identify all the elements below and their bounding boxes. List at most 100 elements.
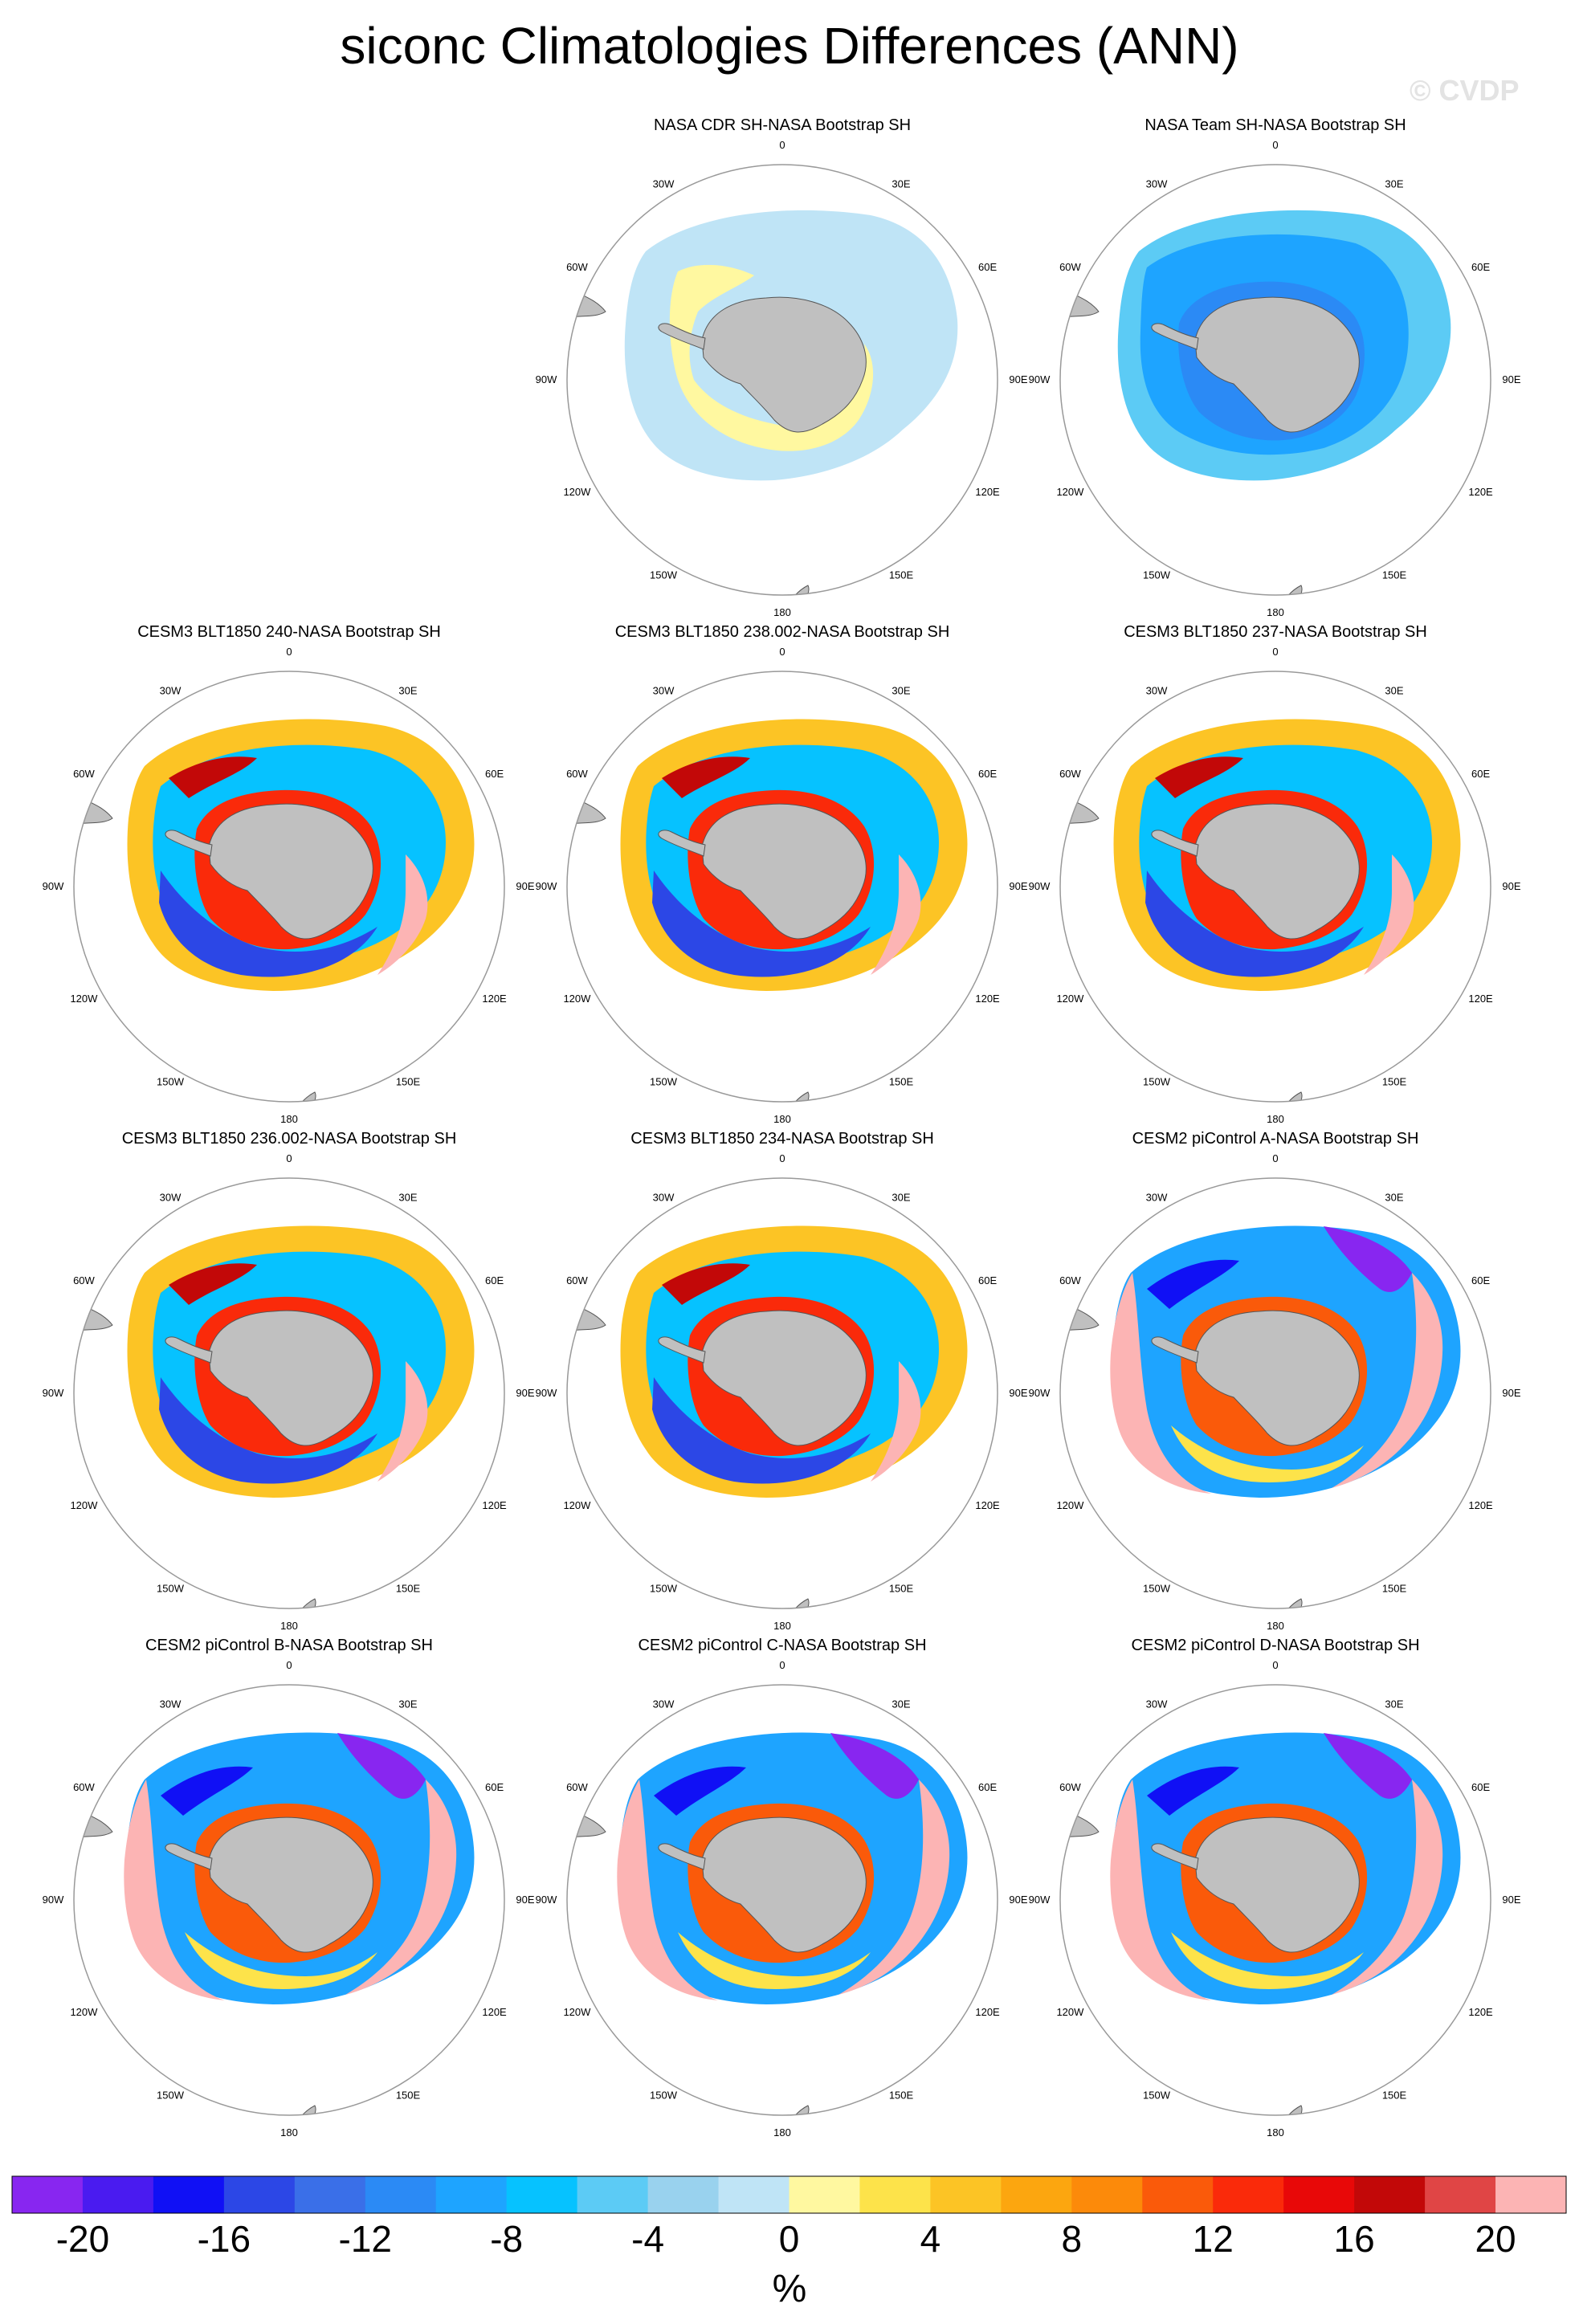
longitude-label: 60W: [73, 1274, 95, 1286]
longitude-label: 90W: [43, 1387, 64, 1399]
longitude-label: 60W: [566, 1274, 588, 1286]
longitude-label: 60E: [1471, 1274, 1490, 1286]
longitude-label: 120E: [1468, 1499, 1493, 1511]
longitude-label: 90E: [516, 880, 534, 892]
south-america-land: [567, 780, 606, 825]
longitude-label: 0: [1272, 646, 1278, 658]
longitude-label: 60W: [566, 1781, 588, 1793]
longitude-label: 150W: [650, 569, 678, 581]
tasmania-land: [1443, 1600, 1453, 1608]
ice-anomaly-zone: [169, 756, 257, 798]
longitude-label: 60E: [485, 1274, 504, 1286]
longitude-label: 60W: [1059, 261, 1081, 273]
colorbar-swatch: [82, 2176, 154, 2213]
longitude-label: 150W: [650, 1583, 678, 1595]
longitude-label: 60E: [1471, 261, 1490, 273]
longitude-label: 120E: [482, 1499, 507, 1511]
map-boundary: [73, 1684, 505, 2116]
longitude-label: 30W: [1146, 1698, 1168, 1710]
colorbar-swatch: [294, 2176, 366, 2213]
longitude-label: 30W: [653, 177, 675, 190]
longitude-label: 90W: [1029, 373, 1051, 385]
longitude-label: 60E: [978, 768, 997, 780]
colorbar-swatch: [1071, 2176, 1143, 2213]
polar-map: 0 30E 60E 90E 120E 150E 180 150W 120W 90W 60W 30W: [536, 139, 1028, 618]
colorbar-swatch: [789, 2176, 860, 2213]
south-america-land: [1060, 273, 1100, 318]
antarctic-peninsula: [165, 1336, 213, 1364]
antarctic-peninsula: [658, 830, 706, 857]
colorbar-swatch: [1142, 2176, 1214, 2213]
tasmania-land: [457, 1600, 467, 1608]
south-america-land: [74, 1286, 113, 1331]
longitude-label: 60W: [566, 261, 588, 273]
antarctica-landmass: [208, 803, 373, 940]
ice-anomaly-zone: [652, 870, 871, 977]
longitude-label: 90W: [536, 373, 557, 385]
antarctic-peninsula: [165, 830, 213, 857]
longitude-label: 60E: [1471, 1781, 1490, 1793]
map-panel: NASA CDR SH-NASA Bootstrap SH 0 30E 60E 90E 1…: [533, 116, 1031, 618]
colorbar-tick-label: 16: [1334, 2218, 1375, 2260]
longitude-label: 180: [773, 1620, 791, 1632]
longitude-label: 150E: [889, 2090, 914, 2102]
colorbar-swatch: [365, 2176, 437, 2213]
colorbar-swatch: [1354, 2176, 1426, 2213]
longitude-label: 30E: [892, 684, 910, 696]
map-boundary: [566, 671, 998, 1103]
longitude-label: 150E: [1382, 1076, 1407, 1088]
longitude-label: 0: [286, 1152, 292, 1164]
colorbar-swatch: [647, 2176, 720, 2213]
map-content: [1060, 719, 1461, 1102]
colorbar-tick-label: -8: [490, 2218, 523, 2260]
map-panel: NASA Team SH-NASA Bootstrap SH 0 30E 60E 90E…: [1026, 116, 1524, 618]
longitude-label: 150E: [396, 2090, 421, 2102]
polar-map: 0 30E 60E 90E 120E 150E 180 150W 120W 90W 60W 30W: [43, 646, 535, 1125]
colorbar-swatch: [577, 2176, 649, 2213]
longitude-label: 120E: [975, 993, 1000, 1005]
ice-anomaly-zone: [1364, 854, 1414, 975]
longitude-label: 150W: [1143, 569, 1171, 581]
longitude-label: 120W: [1056, 993, 1084, 1005]
longitude-label: 120E: [482, 993, 507, 1005]
south-america-land: [567, 273, 606, 318]
antarctica-landmass: [701, 1816, 867, 1953]
panel-title: CESM2 piControl C-NASA Bootstrap SH: [638, 1637, 927, 1654]
colorbar-swatch: [859, 2176, 931, 2213]
longitude-label: 30W: [1146, 177, 1168, 190]
polar-map: 0 30E 60E 90E 120E 150E 180 150W 120W 90W 60W 30W: [43, 1152, 535, 1632]
ice-anomaly-zone: [662, 1263, 750, 1305]
ice-anomaly-zone: [652, 1377, 871, 1484]
longitude-label: 60E: [1471, 768, 1490, 780]
antarctica-landmass: [1194, 803, 1360, 940]
south-america-land: [567, 1286, 606, 1331]
longitude-label: 120E: [975, 486, 1000, 498]
map-content: [74, 719, 475, 1102]
colorbar-tick-label: 8: [1062, 2218, 1083, 2260]
colorbar-tick-label: 20: [1475, 2218, 1516, 2260]
ice-anomaly-zone: [161, 1766, 253, 1816]
longitude-label: 120W: [1056, 486, 1084, 498]
polar-map: 0 30E 60E 90E 120E 150E 180 150W 120W 90W 60W 30W: [536, 1659, 1028, 2138]
ice-anomaly-zone: [1324, 1733, 1412, 1799]
longitude-label: 150W: [650, 1076, 678, 1088]
longitude-label: 30E: [1385, 1698, 1403, 1710]
longitude-label: 0: [286, 1659, 292, 1671]
polar-map: 0 30E 60E 90E 120E 150E 180 150W 120W 90W 60W 30W: [536, 1152, 1028, 1632]
panel-title: NASA Team SH-NASA Bootstrap SH: [1144, 116, 1406, 134]
map-content: [567, 719, 968, 1102]
panel-title: CESM3 BLT1850 240-NASA Bootstrap SH: [137, 623, 441, 641]
antarctic-peninsula: [658, 323, 706, 350]
map-panel: CESM3 BLT1850 240-NASA Bootstrap SH 0 30E 6…: [40, 623, 538, 1125]
ice-anomaly-zone: [169, 1263, 257, 1305]
longitude-label: 0: [779, 1659, 785, 1671]
map-panel: CESM2 piControl B-NASA Bootstrap SH 0 30E 6…: [40, 1637, 538, 2138]
tasmania-land: [457, 2107, 467, 2115]
tasmania-land: [950, 1600, 960, 1608]
south-america-land: [74, 780, 113, 825]
colorbar-swatch: [153, 2176, 225, 2213]
longitude-label: 180: [1267, 1620, 1284, 1632]
panel-title: CESM3 BLT1850 237-NASA Bootstrap SH: [1124, 623, 1427, 641]
longitude-label: 90E: [516, 1894, 534, 1906]
longitude-label: 30E: [1385, 684, 1403, 696]
